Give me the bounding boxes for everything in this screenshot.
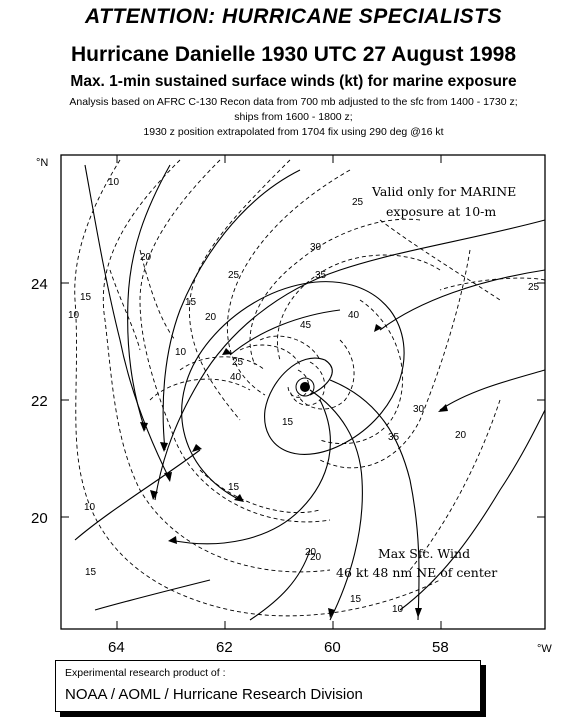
- analysis-note-line2: ships from 1600 - 1800 z;: [234, 111, 353, 123]
- max-wind-line1: Max Sfc. Wind: [378, 546, 470, 561]
- credit-line2: NOAA / AOML / Hurricane Research Divisio…: [65, 686, 363, 703]
- credit-line1: Experimental research product of :: [65, 667, 226, 679]
- axis-ticks: [61, 155, 545, 629]
- storm-title: Hurricane Danielle 1930 UTC 27 August 19…: [70, 43, 517, 66]
- contour-label: 15: [80, 292, 92, 303]
- contour-label: 25: [528, 282, 540, 293]
- contour-label: 15: [350, 594, 362, 605]
- contour-label: 40: [348, 310, 360, 321]
- lon-tick-62: 62: [216, 639, 233, 656]
- streamline-arrows: [140, 324, 448, 618]
- lon-tick-60: 60: [324, 639, 341, 656]
- contour-label: 25: [232, 357, 244, 368]
- contour-label: 35: [315, 270, 327, 281]
- storm-center: [295, 377, 315, 397]
- validity-note-line2: exposure at 10-m: [386, 204, 496, 219]
- lon-tick-58: 58: [432, 639, 449, 656]
- analysis-subtitle: Max. 1-min sustained surface winds (kt) …: [70, 73, 517, 90]
- analysis-note-line1: Analysis based on AFRC C-130 Recon data …: [69, 96, 518, 108]
- contour-label: 15: [282, 417, 294, 428]
- contour-label: 25: [228, 270, 240, 281]
- contour-label: 20: [140, 252, 152, 263]
- contour-label: 20: [205, 312, 217, 323]
- contour-label: 15: [228, 482, 240, 493]
- contour-label: 20: [455, 430, 467, 441]
- map-frame: [60, 154, 546, 630]
- contour-label: 25: [352, 197, 364, 208]
- isotach-contours: [74, 159, 546, 617]
- contour-label: 10: [68, 310, 80, 321]
- contour-label: 30: [413, 404, 425, 415]
- contour-label: 30: [310, 242, 322, 253]
- contour-label: 35: [388, 432, 400, 443]
- lon-tick-64: 64: [108, 639, 125, 656]
- streamlines: [74, 164, 546, 621]
- contour-label: 10: [392, 604, 404, 615]
- lat-tick-22: 22: [31, 393, 48, 410]
- contour-label: 10: [108, 177, 120, 188]
- banner-heading: ATTENTION: HURRICANE SPECIALISTS: [85, 5, 502, 28]
- contour-label: 10: [175, 347, 187, 358]
- contour-labels: 10 10 10 15 15 15 15 20 20 20 25 25 25 3…: [68, 177, 540, 615]
- contour-label: 15: [85, 567, 97, 578]
- contour-label: 10: [84, 502, 96, 513]
- lon-unit-label: °W: [537, 643, 552, 655]
- credit-box: Experimental research product of : NOAA …: [55, 660, 481, 712]
- contour-label: 15: [185, 297, 197, 308]
- lat-tick-24: 24: [31, 276, 48, 293]
- contour-label: 40: [230, 372, 242, 383]
- lat-tick-20: 20: [31, 510, 48, 527]
- wind-analysis-map: °N 24 22 20 64 62 60 58 °W: [31, 154, 552, 656]
- contour-label: 45: [300, 320, 312, 331]
- max-wind-line2: 46 kt 48 nm NE of center: [336, 565, 497, 580]
- lat-unit-label: °N: [36, 157, 48, 169]
- validity-note-line1: Valid only for MARINE: [371, 184, 516, 199]
- contour-label: 20: [310, 552, 322, 563]
- analysis-note-line3: 1930 z position extrapolated from 1704 f…: [143, 126, 444, 138]
- contour-label: 20: [305, 547, 317, 558]
